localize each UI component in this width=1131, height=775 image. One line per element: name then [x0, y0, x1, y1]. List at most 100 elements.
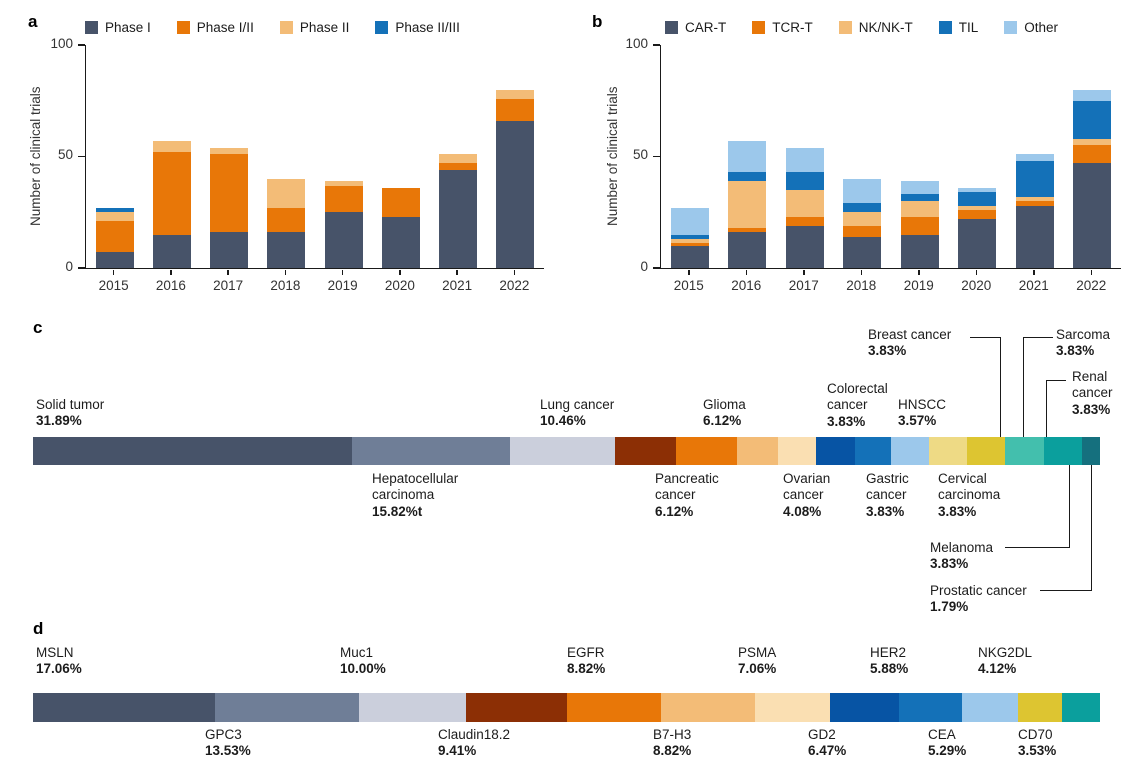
bar-segment — [958, 210, 997, 219]
stacked-bar-2019 — [324, 181, 363, 268]
strip-segment-nkg2dl — [1018, 693, 1063, 722]
x-tick-group: 2019 — [890, 269, 948, 293]
bar-segment — [267, 178, 306, 208]
bar-segment — [496, 120, 535, 268]
connector-melanoma — [1069, 465, 1071, 548]
bar-segment — [843, 225, 882, 237]
x-tick-group: 2018 — [833, 269, 891, 293]
connector-sarcoma — [1023, 337, 1053, 339]
bar-segment — [496, 89, 535, 99]
legend-swatch — [752, 21, 766, 34]
stacked-bar-2016 — [728, 140, 767, 268]
strip-segment-hepatocellular-carcinoma — [352, 437, 511, 465]
bar-segment — [267, 207, 306, 233]
y-tick-label: 0 — [640, 258, 648, 274]
stacked-bar-2019 — [900, 181, 939, 268]
connector-prostatic-cancer — [1040, 590, 1091, 592]
stacked-bar-2018 — [267, 178, 306, 268]
strip-segment-pancreatic-cancer — [614, 437, 677, 465]
y-tick — [78, 155, 85, 158]
legend-swatch — [1004, 21, 1018, 34]
x-tick-group: 2015 — [85, 269, 142, 293]
x-tick-group: 2016 — [718, 269, 776, 293]
bar-segment — [785, 189, 824, 217]
segment-label-msln: MSLN 17.06% — [36, 645, 82, 677]
bar-slot — [487, 45, 544, 268]
legend-swatch — [279, 21, 293, 34]
segment-label-glioma: Glioma 6.12% — [703, 397, 746, 429]
x-tick-group: 2017 — [200, 269, 257, 293]
bar-segment — [1015, 201, 1054, 206]
y-tick — [653, 267, 660, 269]
stacked-bar-2018 — [843, 178, 882, 268]
legend-swatch — [838, 21, 852, 34]
strip-segment-cd70 — [1062, 693, 1101, 722]
x-tick-label: 2022 — [1076, 277, 1107, 293]
legend-label: Phase II/III — [395, 20, 460, 35]
bar-segment — [95, 207, 134, 213]
bar-segment — [210, 232, 249, 268]
segment-label-sarcoma: Sarcoma 3.83% — [1056, 327, 1111, 359]
bar-segment — [1073, 138, 1112, 146]
y-tick — [78, 44, 85, 46]
strip-segment-ovarian-cancer — [737, 437, 779, 465]
x-tick — [918, 269, 920, 275]
segment-label-renal-cancer: Renal cancer 3.83% — [1072, 369, 1113, 417]
x-axis: 2015 2016 2017 2018 2019 2020 2021 2022 — [85, 269, 543, 293]
x-tick-group: 2022 — [1063, 269, 1121, 293]
x-tick-label: 2016 — [155, 277, 186, 293]
bar-segment — [439, 154, 478, 164]
panel-letter-b: b — [592, 12, 603, 31]
stacked-bar-2021 — [1015, 154, 1054, 268]
strip-segment-sarcoma — [967, 437, 1006, 465]
y-tick-label: 100 — [50, 35, 73, 51]
x-tick — [1033, 269, 1035, 275]
bar-segment — [324, 185, 363, 213]
bar-segment — [439, 163, 478, 170]
connector-prostatic-cancer — [1091, 465, 1093, 591]
bar-segment — [152, 234, 191, 268]
stacked-bar-2015 — [95, 207, 134, 268]
legend-item: TIL — [938, 20, 978, 35]
segment-label-pancreatic-cancer: Pancreatic cancer 6.12% — [655, 471, 719, 519]
bar-segment — [1015, 160, 1054, 197]
strip-segment-breast-cancer — [928, 437, 968, 465]
bar-slot — [86, 45, 143, 268]
segment-label-her2: HER2 5.88% — [870, 645, 909, 677]
segment-label-hnscc: HNSCC 3.57% — [898, 397, 947, 429]
y-axis: 100 50 0 — [615, 36, 660, 274]
x-tick-label: 2015 — [98, 277, 129, 293]
bar-slot — [258, 45, 315, 268]
segment-label-ovarian-cancer: Ovarian cancer 4.08% — [783, 471, 831, 519]
x-tick-group: 2015 — [660, 269, 718, 293]
bar-slot — [834, 45, 892, 268]
x-tick — [1090, 269, 1092, 275]
connector-renal-cancer — [1046, 380, 1048, 437]
legend-label: Phase I — [105, 20, 151, 35]
legend-item: CAR-T — [665, 20, 726, 35]
x-tick — [975, 269, 977, 275]
panel-b: b CAR-T TCR-T NK/NK-T TIL Other Number of cl… — [565, 0, 1131, 318]
bar-slot — [1064, 45, 1122, 268]
segment-label-claudin18-2: Claudin18.2 9.41% — [438, 727, 511, 759]
y-tick-label: 50 — [632, 147, 648, 162]
strip-segment-cervical-carcinoma — [890, 437, 929, 465]
panel-c: c Solid tumor 31.89% Hepatocellular carc… — [0, 318, 1131, 617]
panel-letter-c: c — [33, 318, 43, 337]
segment-label-gd2: GD2 6.47% — [808, 727, 847, 759]
bar-segment — [843, 212, 882, 226]
panel-letter-d: d — [33, 619, 44, 638]
bar-segment — [324, 181, 363, 186]
bar-slot — [315, 45, 372, 268]
segment-label-breast-cancer: Breast cancer 3.83% — [868, 327, 952, 359]
legend-item: Phase I — [85, 20, 151, 35]
bar-segment — [210, 154, 249, 233]
strip-segment-hnscc — [854, 437, 891, 465]
bar-slot — [201, 45, 258, 268]
x-tick-label: 2020 — [384, 277, 415, 293]
bar-segment — [900, 194, 939, 202]
x-tick-group: 2018 — [257, 269, 314, 293]
bar-segment — [900, 201, 939, 217]
legend-label: TCR-T — [772, 20, 813, 35]
bar-segment — [670, 243, 709, 246]
